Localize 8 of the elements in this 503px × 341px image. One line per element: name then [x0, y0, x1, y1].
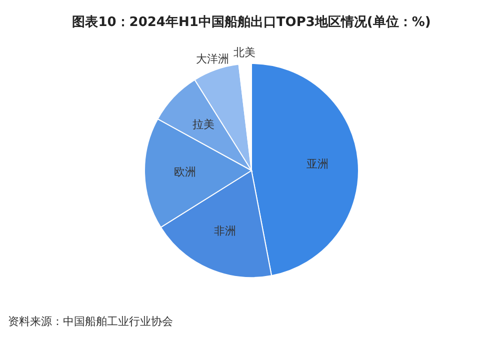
slice-label: 大洋洲: [196, 52, 229, 66]
slice-label: 拉美: [192, 118, 214, 131]
text: 资料来源：中国船舶工业行业协会: [8, 315, 173, 328]
slice-label: 非洲: [214, 224, 236, 238]
slice-label: 亚洲: [306, 157, 329, 170]
chart-title: 图表10：2024年H1中国船舶出口TOP3地区情况(单位：%): [72, 14, 431, 30]
slice-label: 欧洲: [174, 165, 196, 178]
slice-label: 北美: [233, 46, 256, 60]
